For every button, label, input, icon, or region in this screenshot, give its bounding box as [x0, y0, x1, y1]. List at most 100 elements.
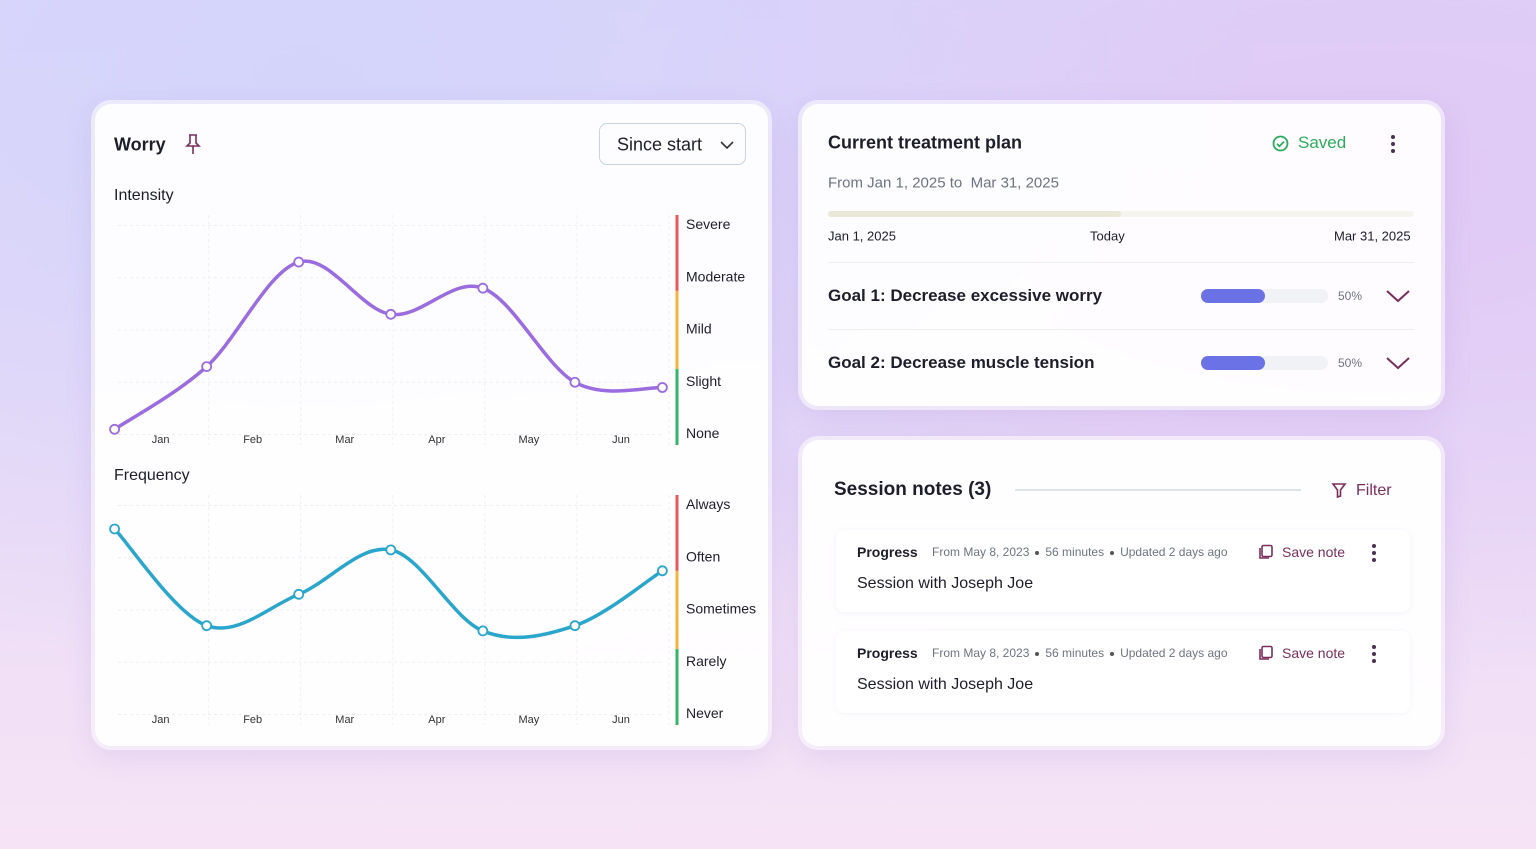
timeline-start: Jan 1, 2025 — [828, 228, 896, 244]
y-tick-label: Sometimes — [686, 601, 756, 617]
data-point — [477, 282, 489, 294]
meta-date: From May 8, 2023 — [932, 545, 1030, 559]
goal-label: Goal 1: Decrease excessive worry — [828, 286, 1103, 305]
save-icon — [1258, 544, 1274, 560]
timeline-today: Today — [1090, 228, 1125, 244]
timeline-end: Mar 31, 2025 — [1334, 228, 1411, 244]
expand-chevron[interactable] — [1385, 355, 1411, 371]
expand-chevron[interactable] — [1385, 288, 1411, 304]
charts: None Slight Mild Moderate Severe Jan Feb Mar Apr… — [109, 215, 756, 726]
y-tick-label: Never — [686, 705, 724, 721]
x-tick-label: Feb — [243, 714, 262, 726]
notes-title: Session notes (3) — [834, 479, 992, 500]
filter-button[interactable]: Filter — [1356, 482, 1392, 499]
note-type: Progress — [857, 544, 918, 560]
x-tick-label: Apr — [428, 434, 445, 446]
timeline-track — [828, 211, 1414, 217]
chevron-icon — [720, 141, 734, 150]
panel-title: Worry — [114, 134, 166, 155]
note-menu[interactable] — [1372, 544, 1376, 565]
note-card — [836, 530, 1410, 612]
divider — [828, 262, 1414, 263]
more-menu[interactable] — [1391, 135, 1395, 156]
worry-card — [95, 104, 768, 746]
data-point — [656, 382, 668, 393]
data-point — [201, 361, 213, 372]
goal-label: Goal 2: Decrease muscle tension — [828, 353, 1095, 372]
filter-icon — [1331, 483, 1347, 499]
meta-updated: Updated 2 days ago — [1120, 646, 1228, 660]
data-point — [569, 376, 581, 388]
scale-bar-low — [675, 369, 679, 445]
pin-icon[interactable] — [185, 133, 201, 155]
note-text: Session with Joseph Joe — [857, 676, 1034, 693]
treatment-card — [802, 104, 1441, 406]
data-point — [109, 523, 121, 535]
y-tick-label: Always — [686, 496, 730, 512]
meta-updated: Updated 2 days ago — [1120, 545, 1228, 559]
save-note-button[interactable]: Save note — [1282, 544, 1346, 560]
goal-progress-label: 50% — [1338, 289, 1363, 303]
scale-bar-low — [675, 649, 679, 725]
saved-status: Saved — [1298, 133, 1347, 152]
x-tick-label: Jun — [612, 714, 630, 726]
chart-title: Frequency — [114, 467, 190, 484]
data-point — [293, 588, 305, 600]
separator — [1035, 651, 1040, 656]
meta-duration: 56 minutes — [1045, 545, 1105, 559]
x-tick-label: Jan — [152, 714, 170, 726]
x-tick-label: Mar — [335, 714, 354, 726]
separator — [1110, 550, 1115, 555]
scale-bar-high — [675, 215, 679, 291]
scale-bar-mid — [675, 570, 679, 650]
y-tick-label: None — [686, 425, 720, 441]
save-icon — [1258, 645, 1274, 661]
meta-date: From May 8, 2023 — [932, 646, 1030, 660]
separator — [1035, 550, 1040, 555]
scale-bar-mid — [675, 290, 679, 370]
note-menu[interactable] — [1372, 645, 1376, 666]
divider — [828, 329, 1414, 330]
note-meta: From May 8, 2023 56 minutes Updated 2 days… — [932, 545, 1228, 559]
chart-title: Intensity — [114, 187, 174, 204]
data-point — [569, 620, 581, 632]
data-point — [385, 308, 397, 320]
y-tick-label: Rarely — [686, 653, 726, 669]
separator — [1110, 651, 1115, 656]
data-line — [112, 259, 665, 432]
data-point — [109, 423, 121, 435]
check-icon — [1272, 135, 1289, 152]
data-point — [201, 620, 213, 632]
range-dropdown[interactable] — [599, 123, 746, 165]
x-tick-label: May — [519, 714, 540, 726]
note-card — [836, 631, 1410, 713]
data-point — [656, 565, 668, 577]
x-tick-label: Jun — [612, 434, 630, 446]
goal-progress-label: 50% — [1338, 356, 1363, 370]
y-tick-label: Moderate — [686, 268, 745, 284]
scale-bar-high — [675, 495, 679, 571]
note-type: Progress — [857, 645, 918, 661]
save-note-button[interactable]: Save note — [1282, 645, 1346, 661]
data-point — [477, 625, 489, 637]
dropdown-label: Since start — [617, 134, 703, 155]
goal-progress-fill — [1201, 356, 1265, 370]
x-tick-label: Mar — [335, 434, 354, 446]
note-text: Session with Joseph Joe — [857, 575, 1034, 592]
x-tick-label: Apr — [428, 714, 445, 726]
divider — [1015, 489, 1301, 491]
note-meta: From May 8, 2023 56 minutes Updated 2 days… — [932, 646, 1228, 660]
goal-progress-fill — [1201, 289, 1265, 303]
x-tick-label: Jan — [152, 434, 170, 446]
data-point — [293, 256, 305, 268]
y-tick-label: Severe — [686, 216, 731, 232]
x-tick-label: May — [519, 434, 540, 446]
y-tick-label: Mild — [686, 321, 712, 337]
meta-duration: 56 minutes — [1045, 646, 1105, 660]
date-range: From Jan 1, 2025 to Mar 31, 2025 — [828, 174, 1059, 192]
x-tick-label: Feb — [243, 434, 262, 446]
timeline-fill — [828, 211, 1121, 217]
y-tick-label: Often — [686, 548, 720, 564]
